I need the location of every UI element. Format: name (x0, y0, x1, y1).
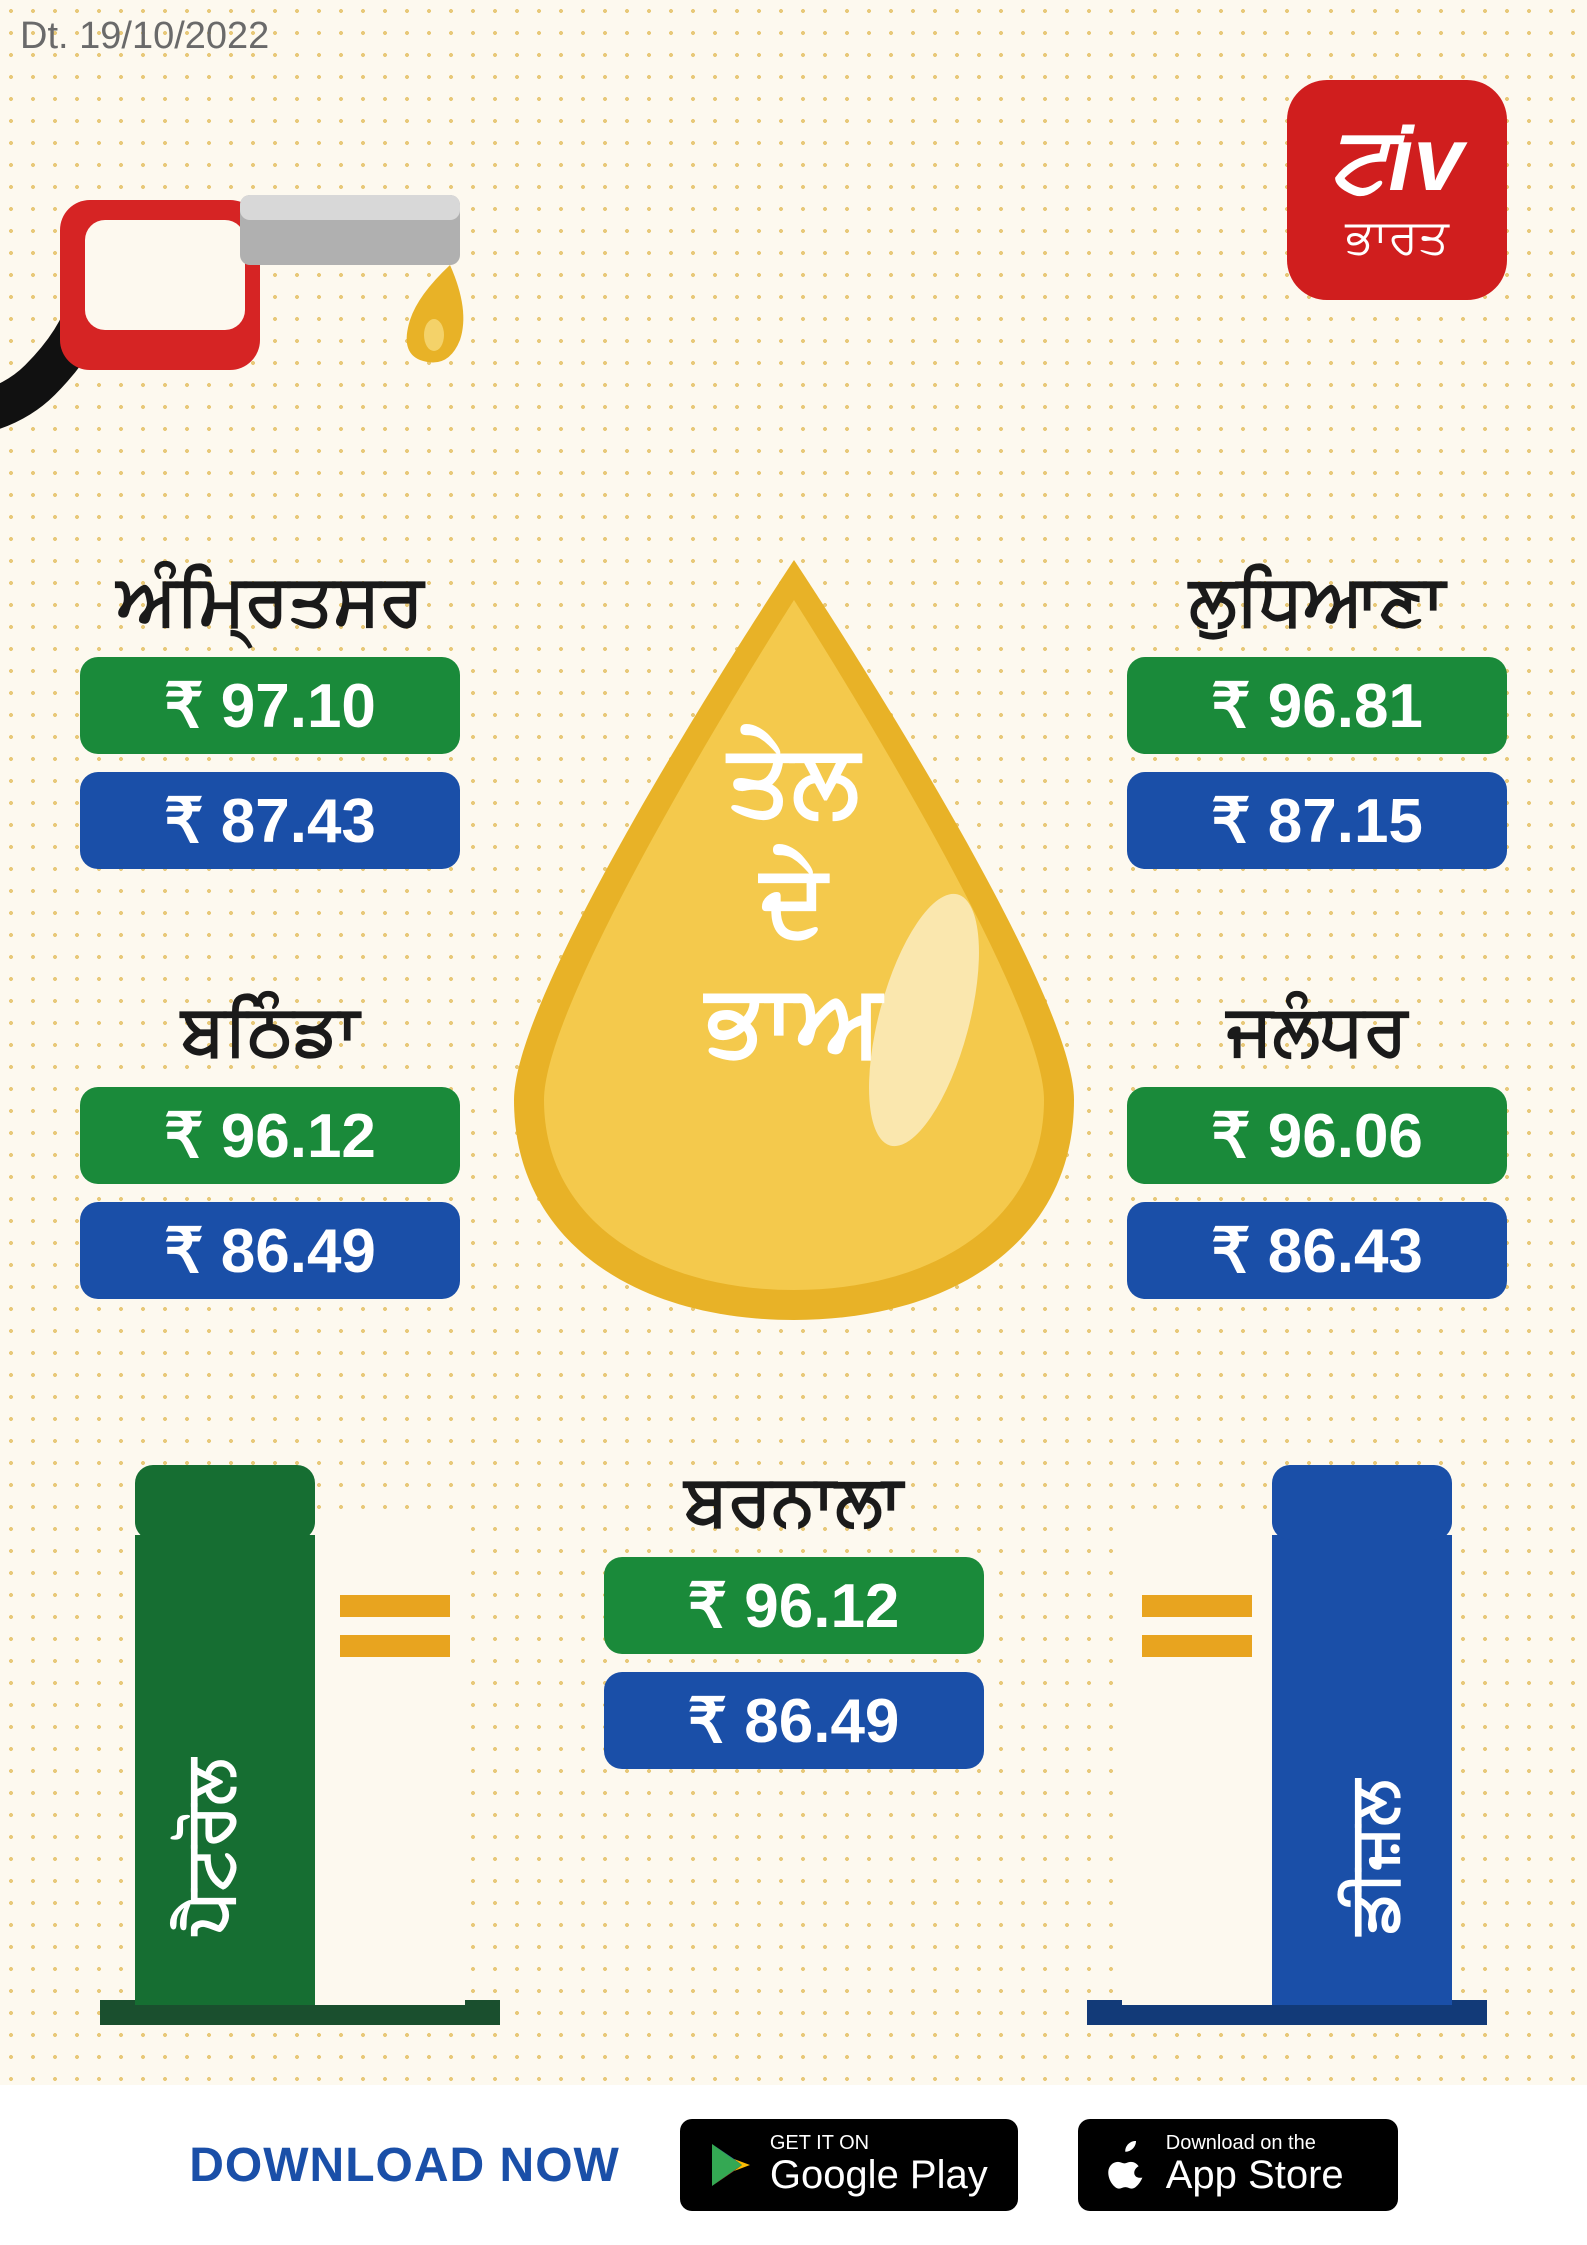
city-barnala: ਬਰਨਾਲਾ ₹ 96.12 ₹ 86.49 (604, 1460, 984, 1787)
petrol-price: ₹ 96.06 (1127, 1087, 1507, 1184)
brand-mark: ਟiv (1331, 115, 1464, 205)
google-play-badge[interactable]: GET IT ON Google Play (680, 2119, 1018, 2211)
petrol-price: ₹ 96.12 (604, 1557, 984, 1654)
title-line-2: ਦੇ (706, 840, 882, 960)
city-name: ਬਠਿੰਡਾ (80, 990, 460, 1072)
petrol-pump-icon (100, 1445, 500, 2025)
brand-logo: ਟiv ਭਾਰਤ (1287, 80, 1507, 300)
petrol-pump-label: ਪੈਟਰੋਲ (170, 1759, 248, 1935)
diesel-pump-icon (1087, 1445, 1487, 2025)
app-store-badge[interactable]: Download on the App Store (1078, 2119, 1398, 2211)
date-stamp: Dt. 19/10/2022 (20, 15, 269, 58)
apple-icon (1108, 2141, 1148, 2189)
download-cta: DOWNLOAD NOW (189, 2138, 620, 2193)
title-line-3: ਭਾਅ (706, 960, 882, 1080)
city-jalandhar: ਜਲੰਧਰ ₹ 96.06 ₹ 86.43 (1127, 990, 1507, 1317)
petrol-price: ₹ 96.81 (1127, 657, 1507, 754)
diesel-price: ₹ 86.49 (80, 1202, 460, 1299)
badge-big-text: App Store (1166, 2153, 1344, 2197)
diesel-price: ₹ 86.49 (604, 1672, 984, 1769)
petrol-price: ₹ 97.10 (80, 657, 460, 754)
fuel-nozzle-icon (0, 80, 540, 500)
google-play-icon (710, 2142, 752, 2188)
badge-small-text: GET IT ON (770, 2133, 988, 2153)
diesel-price: ₹ 87.15 (1127, 772, 1507, 869)
title-line-1: ਤੇਲ (706, 720, 882, 840)
diesel-price: ₹ 87.43 (80, 772, 460, 869)
footer: DOWNLOAD NOW GET IT ON Google Play Downl… (0, 2085, 1587, 2245)
infographic-title: ਤੇਲ ਦੇ ਭਾਅ (706, 720, 882, 1080)
diesel-pump-label: ਡੀਜ਼ਲ (1334, 1780, 1412, 1935)
city-bathinda: ਬਠਿੰਡਾ ₹ 96.12 ₹ 86.49 (80, 990, 460, 1317)
petrol-price: ₹ 96.12 (80, 1087, 460, 1184)
city-name: ਬਰਨਾਲਾ (604, 1460, 984, 1542)
city-amritsar: ਅੰਮ੍ਰਿਤਸਰ ₹ 97.10 ₹ 87.43 (80, 560, 460, 887)
diesel-price: ₹ 86.43 (1127, 1202, 1507, 1299)
badge-small-text: Download on the (1166, 2133, 1344, 2153)
city-ludhiana: ਲੁਧਿਆਣਾ ₹ 96.81 ₹ 87.15 (1127, 560, 1507, 887)
badge-big-text: Google Play (770, 2153, 988, 2197)
city-name: ਅੰਮ੍ਰਿਤਸਰ (80, 560, 460, 642)
city-name: ਲੁਧਿਆਣਾ (1127, 560, 1507, 642)
brand-sub: ਭਾਰਤ (1345, 210, 1449, 266)
city-name: ਜਲੰਧਰ (1127, 990, 1507, 1072)
